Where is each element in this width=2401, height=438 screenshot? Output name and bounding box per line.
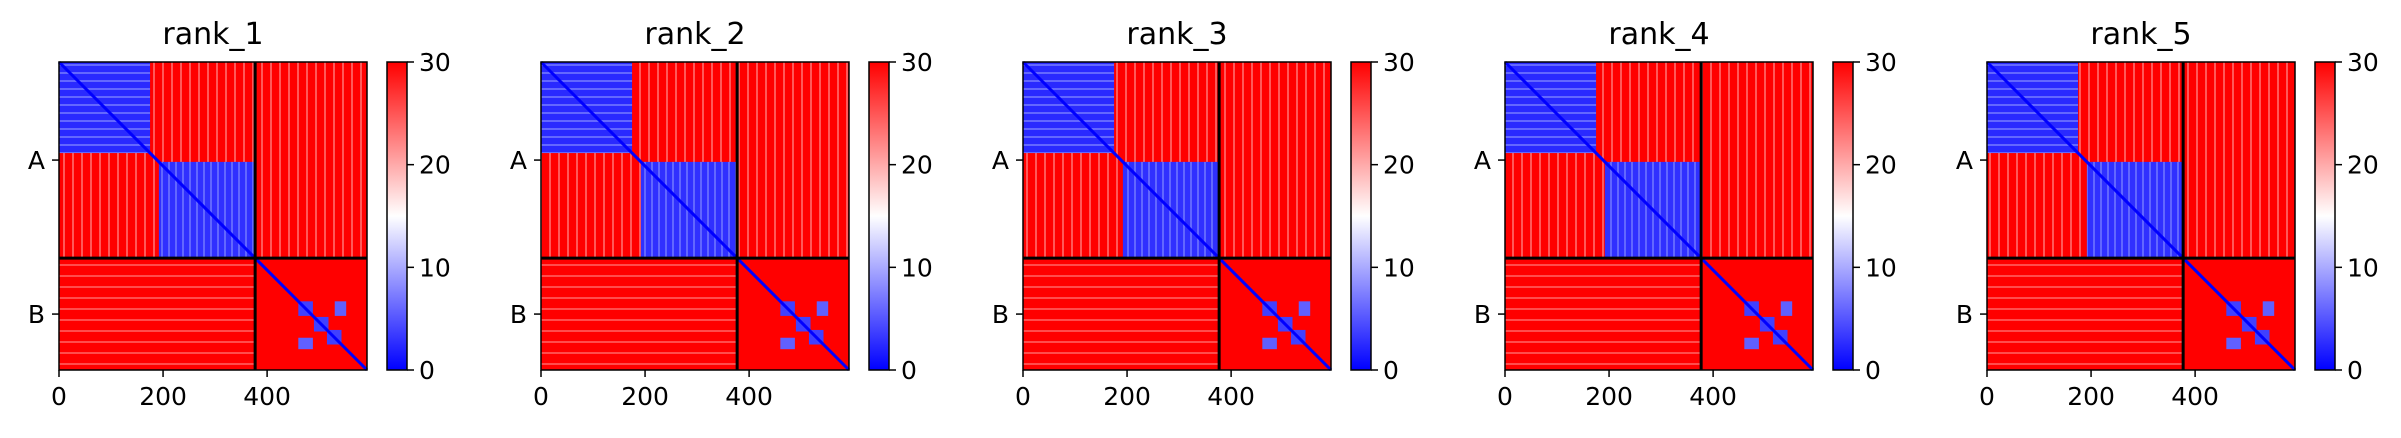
colorbar-tick-label: 30 [1865, 48, 1897, 77]
y-tick-label: A [28, 146, 45, 175]
colorbar-tick-label: 30 [2347, 48, 2379, 77]
colorbar-tick-label: 0 [1865, 356, 1881, 385]
y-tick-label: A [1956, 146, 1973, 175]
chain-b-domain [1298, 301, 1311, 316]
chain-b-domain [1744, 337, 1759, 350]
diagonal-line [539, 60, 851, 372]
interchain-block-ba [59, 258, 256, 370]
colorbar-tick-label: 30 [419, 48, 451, 77]
panel-4: rank_4 0 200 400 A B 0 10 20 30 [1474, 17, 1897, 411]
y-tick-label: B [28, 300, 45, 329]
x-tick-label: 400 [1689, 382, 1737, 411]
panel-title: rank_3 [1126, 17, 1227, 52]
chain-b-domain [2226, 337, 2241, 350]
interchain-block-ab [737, 62, 849, 259]
panel-title: rank_1 [162, 17, 263, 52]
x-tick-label: 400 [725, 382, 773, 411]
y-tick-label: B [992, 300, 1009, 329]
plot-frame [58, 61, 368, 371]
interchain-block-ba [1023, 258, 1220, 370]
x-tick-label: 200 [621, 382, 669, 411]
y-tick-label: A [510, 146, 527, 175]
interchain-block-ab [1219, 62, 1331, 259]
y-tick-label: B [510, 300, 527, 329]
panel-5: rank_5 0 200 400 A B 0 10 20 30 [1956, 17, 2379, 411]
colorbar-tick-label: 0 [901, 356, 917, 385]
diagonal-line [1985, 60, 2297, 372]
colorbar [1832, 61, 1854, 371]
chain-b-domain [2262, 301, 2275, 316]
x-tick-label: 200 [2067, 382, 2115, 411]
interchain-block-ab [1701, 62, 1813, 259]
colorbar-tick-label: 0 [419, 356, 435, 385]
x-tick-label: 400 [2171, 382, 2219, 411]
x-tick-label: 400 [1207, 382, 1255, 411]
colorbar [2314, 61, 2336, 371]
y-tick-label: B [1956, 300, 1973, 329]
colorbar-tick-label: 20 [1383, 151, 1415, 180]
colorbar-tick-label: 0 [2347, 356, 2363, 385]
colorbar-tick-label: 20 [901, 151, 933, 180]
chain-b-domain [298, 337, 313, 350]
x-tick-label: 0 [51, 382, 67, 411]
plot-frame [1022, 61, 1332, 371]
panel-title: rank_5 [2090, 17, 2191, 52]
panel-title: rank_4 [1608, 17, 1709, 52]
panel-1: rank_1 0 200 400 A B 0 10 20 30 [28, 17, 451, 411]
diagonal-line [1021, 60, 1333, 372]
diagonal-line [57, 60, 369, 372]
interchain-block-ba [541, 258, 738, 370]
x-tick-label: 0 [1015, 382, 1031, 411]
x-tick-label: 200 [1103, 382, 1151, 411]
colorbar-tick-label: 10 [2347, 253, 2379, 282]
chain-b-domain [1262, 337, 1277, 350]
interchain-block-ab [255, 62, 367, 259]
colorbar-tick-label: 20 [2347, 151, 2379, 180]
x-tick-label: 200 [1585, 382, 1633, 411]
colorbar [386, 61, 408, 371]
panel-3: rank_3 0 200 400 A B 0 10 20 30 [992, 17, 1415, 411]
colorbar [1350, 61, 1372, 371]
colorbar-tick-label: 10 [1383, 253, 1415, 282]
panel-2: rank_2 0 200 400 A B 0 10 20 30 [510, 17, 933, 411]
colorbar-tick-label: 10 [419, 253, 451, 282]
x-tick-label: 0 [1497, 382, 1513, 411]
colorbar-tick-label: 30 [901, 48, 933, 77]
plot-frame [1504, 61, 1814, 371]
y-tick-label: B [1474, 300, 1491, 329]
y-tick-label: A [1474, 146, 1491, 175]
colorbar-tick-label: 10 [901, 253, 933, 282]
colorbar-tick-label: 10 [1865, 253, 1897, 282]
chain-b-domain [334, 301, 347, 316]
x-tick-label: 400 [243, 382, 291, 411]
chain-b-domain [1780, 301, 1793, 316]
colorbar-tick-label: 20 [419, 151, 451, 180]
interchain-block-ba [1505, 258, 1702, 370]
y-tick-label: A [992, 146, 1009, 175]
diagonal-line [1503, 60, 1815, 372]
chain-b-domain [816, 301, 829, 316]
colorbar-tick-label: 30 [1383, 48, 1415, 77]
plot-frame [1986, 61, 2296, 371]
x-tick-label: 0 [1979, 382, 1995, 411]
interchain-block-ab [2183, 62, 2295, 259]
colorbar [868, 61, 890, 371]
panel-title: rank_2 [644, 17, 745, 52]
x-tick-label: 200 [139, 382, 187, 411]
plot-frame [540, 61, 850, 371]
x-tick-label: 0 [533, 382, 549, 411]
interchain-block-ba [1987, 258, 2184, 370]
colorbar-tick-label: 0 [1383, 356, 1399, 385]
chain-b-domain [780, 337, 795, 350]
colorbar-tick-label: 20 [1865, 151, 1897, 180]
